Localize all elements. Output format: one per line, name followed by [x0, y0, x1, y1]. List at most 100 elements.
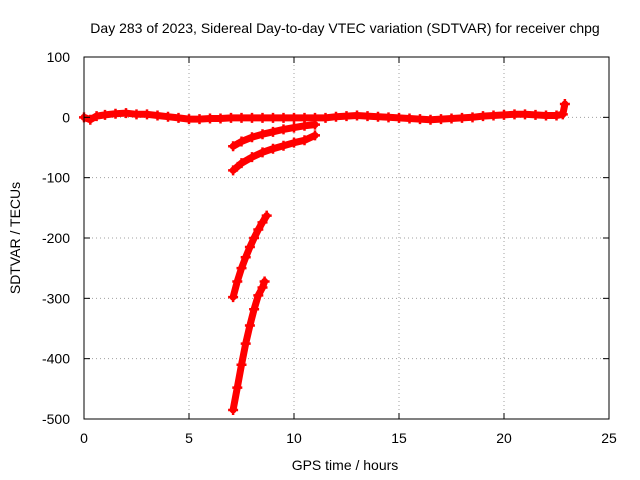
data-point	[559, 99, 570, 110]
data-point	[530, 109, 541, 120]
data-point	[247, 152, 257, 163]
data-point	[131, 109, 142, 120]
data-point	[121, 108, 131, 119]
data-point	[436, 114, 446, 125]
data-point	[457, 112, 467, 123]
data-point	[446, 113, 457, 124]
data-point	[232, 276, 243, 287]
data-point	[259, 276, 270, 287]
data-point	[247, 132, 257, 143]
data-point	[261, 210, 272, 221]
data-point	[488, 110, 499, 121]
data-point	[289, 137, 299, 148]
x-tick-label: 20	[496, 430, 512, 446]
data-point	[228, 404, 239, 415]
data-point	[299, 120, 310, 131]
data-point	[541, 110, 551, 121]
data-point	[236, 263, 247, 274]
data-point	[257, 217, 268, 228]
x-tick-label: 5	[185, 430, 193, 446]
data-point	[509, 109, 520, 120]
data-point	[383, 112, 394, 123]
y-tick-label: -100	[42, 170, 70, 186]
y-tick-label: -500	[42, 411, 70, 427]
data-point	[173, 112, 184, 123]
data-point	[244, 320, 255, 331]
data-point	[320, 112, 331, 123]
data-point	[236, 359, 247, 370]
data-point	[228, 165, 239, 176]
data-point	[299, 135, 310, 146]
data-point	[257, 147, 268, 158]
series-3	[228, 210, 272, 303]
data-point	[226, 112, 236, 123]
data-point	[85, 114, 96, 125]
y-tick-label: -300	[42, 290, 70, 306]
y-tick-label: -400	[42, 351, 70, 367]
data-point	[205, 113, 215, 124]
data-point	[194, 114, 205, 125]
data-point	[478, 111, 488, 122]
data-point	[557, 109, 568, 120]
data-point	[268, 112, 278, 123]
data-point	[362, 111, 373, 122]
data-point	[249, 304, 260, 315]
data-point	[184, 114, 194, 125]
data-point	[236, 158, 247, 169]
data-point	[142, 109, 152, 120]
data-point	[100, 109, 110, 120]
y-tick-label: 0	[62, 109, 70, 125]
data-point	[236, 112, 247, 123]
series-4	[228, 276, 270, 415]
data-point	[467, 112, 478, 123]
data-point	[289, 122, 299, 133]
x-tick-label: 15	[391, 430, 407, 446]
y-tick-label: 100	[47, 49, 71, 65]
series-1	[228, 119, 320, 152]
data-point	[215, 113, 226, 124]
data-point	[249, 233, 260, 243]
data-point	[415, 114, 425, 125]
data-point	[289, 112, 299, 123]
x-axis-label: GPS time / hours	[292, 457, 399, 473]
x-tick-label: 25	[601, 430, 617, 446]
data-point	[278, 140, 289, 151]
data-point	[257, 282, 268, 293]
data-point	[240, 252, 251, 263]
data-point	[228, 292, 239, 303]
data-point	[257, 112, 268, 123]
data-point	[110, 108, 121, 119]
data-point	[310, 119, 320, 130]
data-point	[404, 113, 415, 124]
data-point	[253, 224, 264, 235]
data-point	[278, 124, 289, 135]
y-axis-label: SDTVAR / TECUs	[7, 182, 23, 294]
data-point	[331, 111, 341, 122]
data-point	[257, 129, 268, 140]
series-0	[79, 99, 570, 125]
data-point	[278, 112, 289, 123]
x-tick-label: 10	[286, 430, 302, 446]
data-point	[394, 112, 404, 123]
data-point	[253, 290, 264, 301]
data-point	[247, 112, 257, 123]
data-point	[236, 136, 247, 147]
data-point	[232, 382, 243, 393]
ticks: 0 5 10 15 20 25 100 0 -100 -200 -300 -400 -500	[42, 49, 617, 446]
data-point	[520, 109, 530, 120]
chart-title: Day 283 of 2023, Sidereal Day-to-day VTE…	[90, 20, 599, 36]
data-point	[341, 111, 352, 122]
data-point	[425, 114, 436, 125]
data-point	[228, 141, 239, 152]
data-point	[310, 130, 320, 141]
data-point	[244, 242, 255, 253]
series-2	[228, 130, 320, 176]
x-tick-label: 0	[80, 430, 88, 446]
data-point	[352, 110, 362, 121]
series-layer	[79, 99, 570, 415]
data-point	[373, 111, 383, 122]
data-point	[163, 111, 173, 122]
data-point	[152, 110, 163, 121]
data-point	[499, 109, 509, 120]
